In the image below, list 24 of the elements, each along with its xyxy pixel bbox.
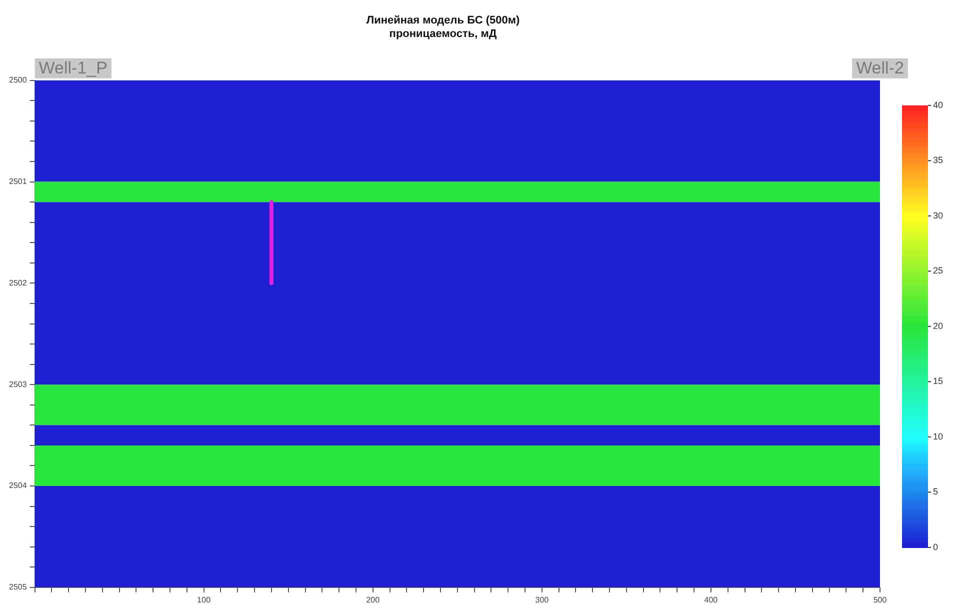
x-tick-label: 400 (704, 595, 718, 604)
text: Well-1_P (38, 58, 108, 78)
y-tick-label: 2503 (9, 380, 28, 389)
y-tick-label: 2505 (9, 582, 28, 592)
y-tick-label: 2504 (9, 481, 28, 490)
x-tick-label: 100 (197, 595, 212, 604)
color-bar-label: 20 (933, 320, 944, 331)
color-bar-label: 35 (933, 155, 944, 166)
x-tick-label: 500 (873, 595, 888, 604)
color-bar-label: 25 (933, 266, 944, 276)
color-bar-label: 5 (933, 486, 938, 497)
x-tick-label: 200 (366, 595, 380, 604)
chart-subtitle: проницаемость, мД (389, 28, 497, 40)
color-bar-label: 0 (933, 542, 938, 552)
y-tick-label: 2500 (9, 76, 28, 85)
color-bar-label: 30 (933, 210, 944, 220)
color-bar-label: 15 (933, 376, 944, 386)
chart-title: Линейная модель БС (500м) (366, 14, 520, 27)
color-bar-label: 10 (933, 431, 944, 442)
text: Well-2 (856, 58, 904, 78)
color-bar-label: 40 (933, 100, 944, 110)
y-tick-label: 2501 (9, 177, 28, 186)
x-tick-label: 300 (535, 595, 550, 604)
y-tick-label: 2502 (9, 278, 28, 288)
